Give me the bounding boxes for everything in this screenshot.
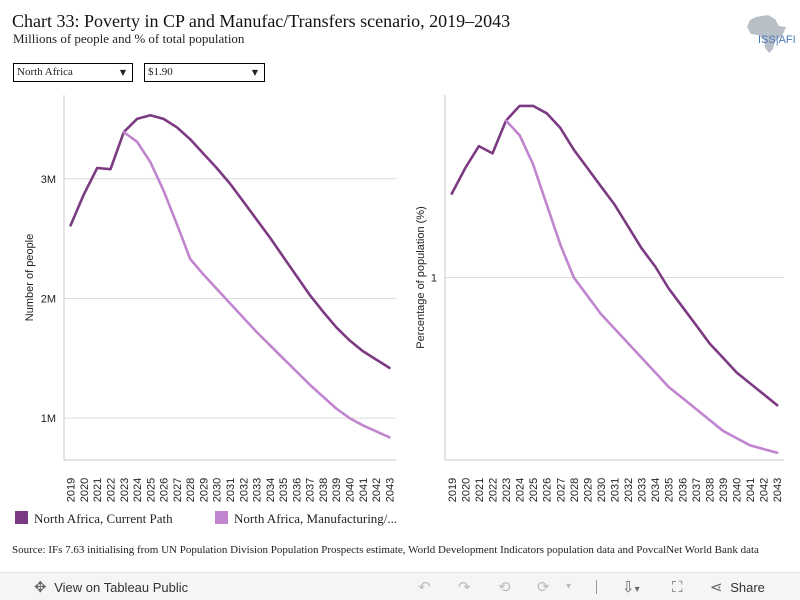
undo-icon[interactable]: ↶ — [418, 578, 431, 596]
y-tick-label: 1 — [431, 273, 437, 285]
tableau-toolbar: ✥ View on Tableau Public ↶ ↷ ⟲ ⟳ ▾ ⇩▾ ⛶ … — [0, 572, 800, 600]
poverty-line-dropdown[interactable]: $1.90 ▼ — [144, 63, 265, 82]
x-tick-label: 2027 — [172, 478, 184, 502]
x-tick-label: 2035 — [664, 478, 676, 502]
x-tick-label: 2029 — [198, 478, 210, 502]
x-tick-label: 2020 — [79, 478, 91, 502]
x-tick-label: 2039 — [331, 478, 343, 502]
x-tick-label: 2036 — [291, 478, 303, 502]
view-on-tableau-button[interactable]: ✥ View on Tableau Public — [34, 577, 188, 597]
x-tick-label: 2025 — [145, 478, 157, 502]
share-button[interactable]: ⋖ Share — [710, 577, 765, 597]
tableau-logo-icon: ✥ — [34, 578, 47, 596]
chart-subtitle: Millions of people and % of total popula… — [13, 31, 245, 46]
x-tick-label: 2022 — [105, 478, 117, 502]
x-tick-label: 2028 — [569, 478, 581, 502]
x-tick-label: 2030 — [212, 478, 224, 502]
x-tick-label: 2019 — [66, 478, 78, 502]
x-tick-label: 2019 — [447, 478, 459, 502]
legend-item-current-path[interactable]: North Africa, Current Path — [15, 511, 173, 527]
x-tick-label: 2034 — [265, 478, 277, 502]
share-label: Share — [730, 580, 765, 595]
series-line-manufacturing — [504, 119, 779, 454]
toolbar-divider — [596, 580, 597, 594]
x-tick-label: 2032 — [238, 478, 250, 502]
dropdown-arrow-icon: ▼ — [119, 68, 126, 77]
legend-swatch — [15, 511, 28, 524]
x-tick-label: 2021 — [92, 478, 104, 502]
y-tick-label: 3M — [41, 174, 56, 186]
revert-icon[interactable]: ⟲ — [498, 578, 511, 596]
x-tick-label: 2034 — [650, 478, 662, 502]
source-note: Source: IFs 7.63 initialising from UN Po… — [12, 544, 759, 556]
region-dropdown[interactable]: North Africa ▼ — [13, 63, 133, 82]
x-tick-label: 2042 — [759, 478, 771, 502]
x-tick-label: 2027 — [555, 478, 567, 502]
iss-logo-text: ISS|AFI — [758, 34, 796, 46]
x-tick-label: 2042 — [371, 478, 383, 502]
refresh-menu-chevron-icon[interactable]: ▾ — [566, 581, 572, 592]
x-tick-label: 2030 — [596, 478, 608, 502]
x-tick-label: 2032 — [623, 478, 635, 502]
x-tick-label: 2038 — [318, 478, 330, 502]
x-tick-label: 2040 — [732, 478, 744, 502]
download-icon[interactable]: ⇩▾ — [622, 578, 640, 596]
y-tick-label: 2M — [41, 293, 56, 305]
legend-swatch — [215, 511, 228, 524]
x-tick-label: 2028 — [185, 478, 197, 502]
region-dropdown-value: North Africa — [17, 66, 73, 78]
refresh-icon[interactable]: ⟳ — [537, 578, 550, 596]
x-tick-label: 2031 — [225, 478, 237, 502]
x-tick-label: 2023 — [501, 478, 513, 502]
x-tick-label: 2035 — [278, 478, 290, 502]
x-tick-label: 2037 — [305, 478, 317, 502]
x-tick-label: 2031 — [610, 478, 622, 502]
dropdown-arrow-icon: ▼ — [251, 68, 258, 77]
x-tick-label: 2039 — [718, 478, 730, 502]
legend-label: North Africa, Manufacturing/... — [234, 511, 398, 526]
x-tick-label: 2033 — [252, 478, 264, 502]
redo-icon[interactable]: ↷ — [458, 578, 471, 596]
y-axis-title: Number of people — [24, 234, 36, 321]
series-line-current-path — [450, 104, 779, 407]
chart-title: Chart 33: Poverty in CP and Manufac/Tran… — [12, 11, 511, 31]
x-tick-label: 2024 — [515, 478, 527, 502]
x-tick-label: 2041 — [745, 478, 757, 502]
x-tick-label: 2040 — [345, 478, 357, 502]
x-tick-label: 2021 — [474, 478, 486, 502]
fullscreen-icon[interactable]: ⛶ — [672, 578, 683, 596]
x-tick-label: 2025 — [528, 478, 540, 502]
x-tick-label: 2020 — [460, 478, 472, 502]
series-line-manufacturing — [122, 130, 391, 439]
share-icon: ⋖ — [710, 578, 723, 596]
series-line-current-path — [69, 114, 391, 370]
x-tick-label: 2043 — [772, 478, 784, 502]
x-tick-label: 2043 — [384, 478, 396, 502]
africa-map-logo — [747, 15, 786, 53]
x-tick-label: 2026 — [159, 478, 171, 502]
x-tick-label: 2037 — [691, 478, 703, 502]
x-tick-label: 2041 — [358, 478, 370, 502]
x-tick-label: 2026 — [542, 478, 554, 502]
x-tick-label: 2036 — [677, 478, 689, 502]
poverty-line-dropdown-value: $1.90 — [148, 66, 173, 78]
x-tick-label: 2022 — [487, 478, 499, 502]
x-tick-label: 2038 — [704, 478, 716, 502]
view-on-tableau-label: View on Tableau Public — [54, 580, 189, 595]
x-tick-label: 2029 — [582, 478, 594, 502]
y-axis-title: Percentage of population (%) — [415, 206, 427, 348]
x-tick-label: 2023 — [119, 478, 131, 502]
x-tick-label: 2033 — [637, 478, 649, 502]
x-tick-label: 2024 — [132, 478, 144, 502]
legend-item-manufacturing[interactable]: North Africa, Manufacturing/... — [215, 511, 397, 527]
legend-label: North Africa, Current Path — [34, 511, 173, 526]
y-tick-label: 1M — [41, 413, 56, 425]
